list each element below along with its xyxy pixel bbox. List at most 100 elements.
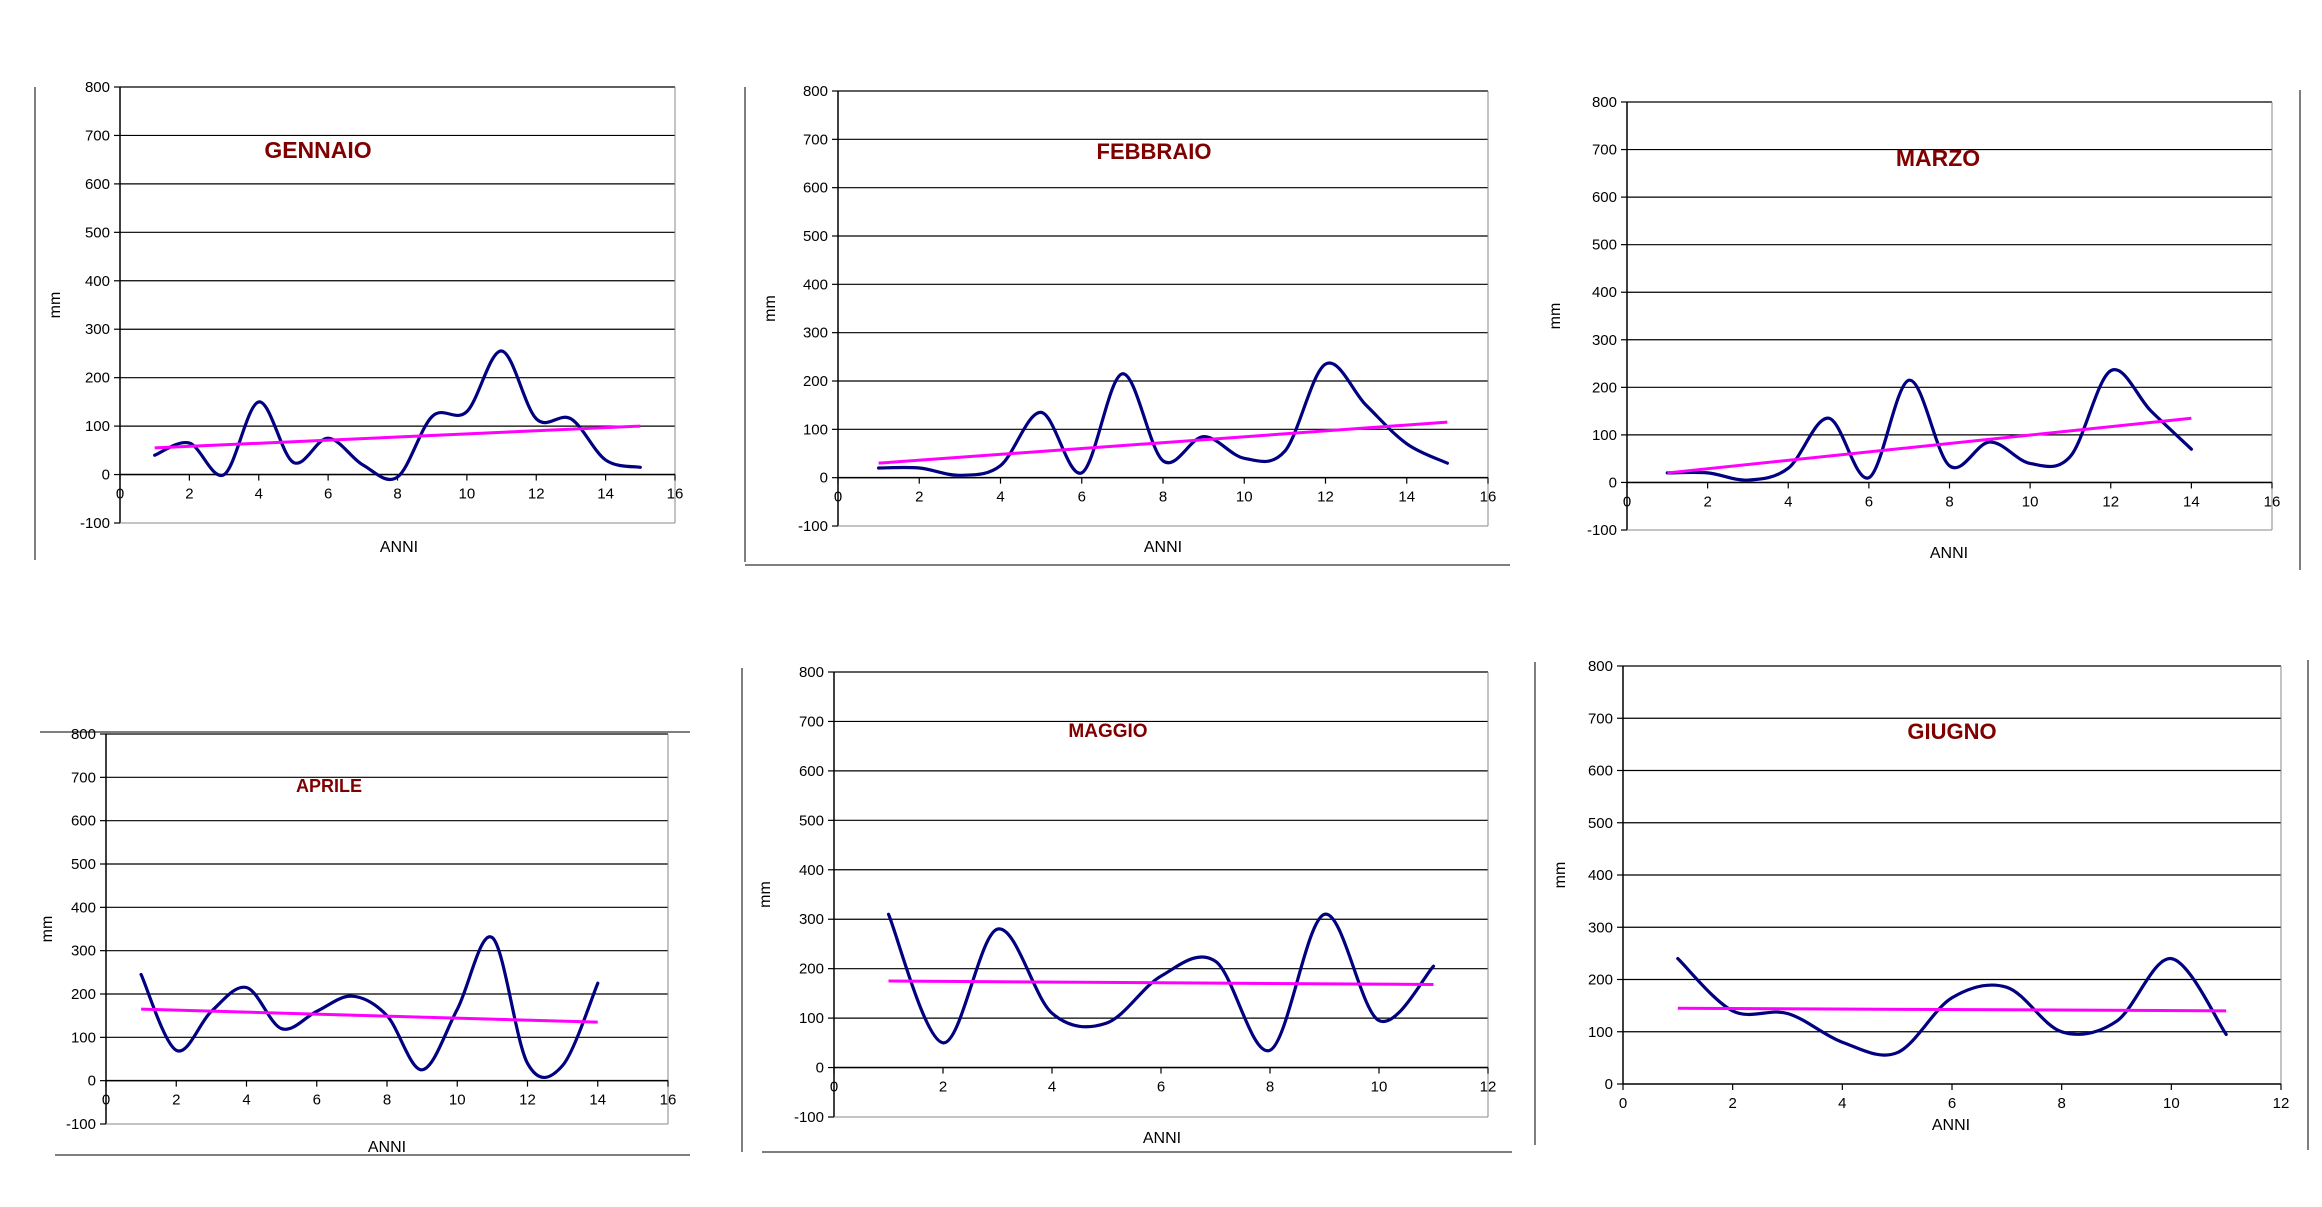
x-tick-label: 12 — [2102, 493, 2119, 510]
data-point — [1948, 465, 1951, 467]
data-point — [281, 1028, 283, 1030]
x-tick-label: 2 — [939, 1079, 947, 1096]
data-point — [996, 928, 999, 930]
chart-maggio: -100 0 100 200 300 400 500 600 700 800 0 2 4 6 8 10 12 mm… — [741, 664, 1512, 1153]
x-tick-label: 14 — [597, 486, 614, 503]
data-point — [1432, 965, 1435, 967]
series-line — [139, 935, 600, 1080]
y-tick-label: 200 — [71, 986, 96, 1003]
y-axis-label: mm — [47, 292, 64, 319]
y-tick-label: 0 — [816, 1060, 824, 1077]
x-tick-label: 16 — [1480, 489, 1497, 506]
y-tick-label: 400 — [799, 862, 824, 879]
x-tick-label: 12 — [1317, 489, 1334, 506]
y-tick-label: 500 — [1592, 237, 1617, 254]
data-point — [154, 454, 156, 456]
trend-line — [1667, 416, 2192, 475]
chart-title: GENNAIO — [264, 137, 371, 163]
data-point — [1243, 457, 1245, 459]
y-tick-label: 0 — [1605, 1076, 1613, 1093]
data-point — [1269, 1049, 1271, 1051]
y-tick-label: 400 — [1588, 867, 1613, 884]
x-tick-label: 14 — [1398, 489, 1415, 506]
data-point — [1896, 1052, 1898, 1054]
data-point — [500, 350, 503, 352]
y-axis-label: mm — [1547, 303, 1564, 330]
y-tick-label: 100 — [85, 418, 110, 435]
trend-line — [154, 424, 641, 450]
x-tick-label: 10 — [459, 486, 476, 503]
y-tick-label: 300 — [1588, 919, 1613, 936]
y-tick-label: 200 — [799, 961, 824, 978]
data-point — [1203, 435, 1205, 438]
x-tick-label: 0 — [102, 1092, 110, 1109]
data-point — [1214, 960, 1217, 962]
data-point — [1323, 913, 1326, 915]
y-axis-label: mm — [757, 881, 774, 908]
trend-line — [141, 1007, 598, 1024]
y-tick-label: 100 — [71, 1029, 96, 1046]
data-point — [258, 401, 260, 403]
x-tick-label: 12 — [2273, 1095, 2290, 1112]
x-tick-label: 0 — [1623, 493, 1631, 510]
x-tick-label: 6 — [1948, 1095, 1956, 1112]
x-tick-label: 8 — [2057, 1095, 2065, 1112]
y-tick-label: 100 — [799, 1010, 824, 1027]
x-tick-label: 4 — [1784, 493, 1792, 510]
data-point — [2225, 1033, 2227, 1035]
x-tick-label: 2 — [1703, 493, 1711, 510]
chart-title: APRILE — [296, 776, 362, 796]
data-point — [605, 459, 607, 461]
x-tick-label: 4 — [996, 489, 1004, 506]
x-tick-label: 12 — [519, 1092, 536, 1109]
data-point — [2115, 1020, 2118, 1022]
data-point — [1827, 417, 1830, 419]
x-tick-label: 8 — [1159, 489, 1167, 506]
data-point — [362, 464, 364, 466]
chart-title: GIUGNO — [1907, 719, 1996, 744]
y-tick-label: 300 — [85, 321, 110, 338]
data-point — [2150, 410, 2152, 412]
y-tick-label: 800 — [803, 83, 828, 100]
data-point — [570, 418, 572, 420]
data-point — [2110, 370, 2112, 372]
data-point — [1841, 1041, 1843, 1043]
data-point — [1868, 477, 1870, 479]
chart-gennaio: -100 0 100 200 300 400 500 600 700 800 0 2 4 6 8 10 12 14… — [34, 79, 684, 560]
x-tick-label: 14 — [2183, 493, 2200, 510]
y-tick-label: 700 — [85, 127, 110, 144]
x-tick-label: 16 — [667, 486, 684, 503]
data-point — [1040, 411, 1042, 414]
data-point — [456, 1008, 458, 1010]
y-tick-label: 300 — [799, 911, 824, 928]
y-tick-label: -100 — [80, 515, 110, 532]
data-point — [1378, 1019, 1380, 1022]
y-tick-label: 400 — [1592, 284, 1617, 301]
x-tick-label: 10 — [2163, 1095, 2180, 1112]
data-point — [316, 1010, 318, 1012]
data-point — [2190, 448, 2192, 450]
chart-title: MARZO — [1896, 145, 1980, 171]
trend-line — [878, 420, 1448, 465]
data-point — [175, 1049, 177, 1051]
y-tick-label: -100 — [794, 1109, 824, 1126]
y-tick-label: 700 — [1588, 710, 1613, 727]
y-tick-label: 500 — [85, 224, 110, 241]
x-tick-label: 16 — [2264, 493, 2281, 510]
y-axis-label: mm — [762, 295, 779, 322]
data-point — [639, 466, 641, 468]
y-tick-label: 600 — [803, 180, 828, 197]
chart-marzo: -100 0 100 200 300 400 500 600 700 800 0 2 4 6 8 10 12 14… — [1547, 90, 2301, 570]
x-tick-label: 12 — [1480, 1079, 1497, 1096]
data-point — [1324, 363, 1327, 365]
y-axis-label: mm — [1552, 862, 1569, 889]
x-tick-label: 2 — [1728, 1095, 1736, 1112]
y-tick-label: 500 — [799, 812, 824, 829]
y-tick-label: 0 — [1609, 474, 1617, 491]
x-axis-label: ANNI — [1930, 545, 1968, 562]
data-point — [1051, 1012, 1053, 1014]
x-tick-label: 2 — [915, 489, 923, 506]
x-tick-label: 4 — [242, 1092, 250, 1109]
x-tick-label: 6 — [1078, 489, 1086, 506]
data-point — [292, 461, 295, 464]
